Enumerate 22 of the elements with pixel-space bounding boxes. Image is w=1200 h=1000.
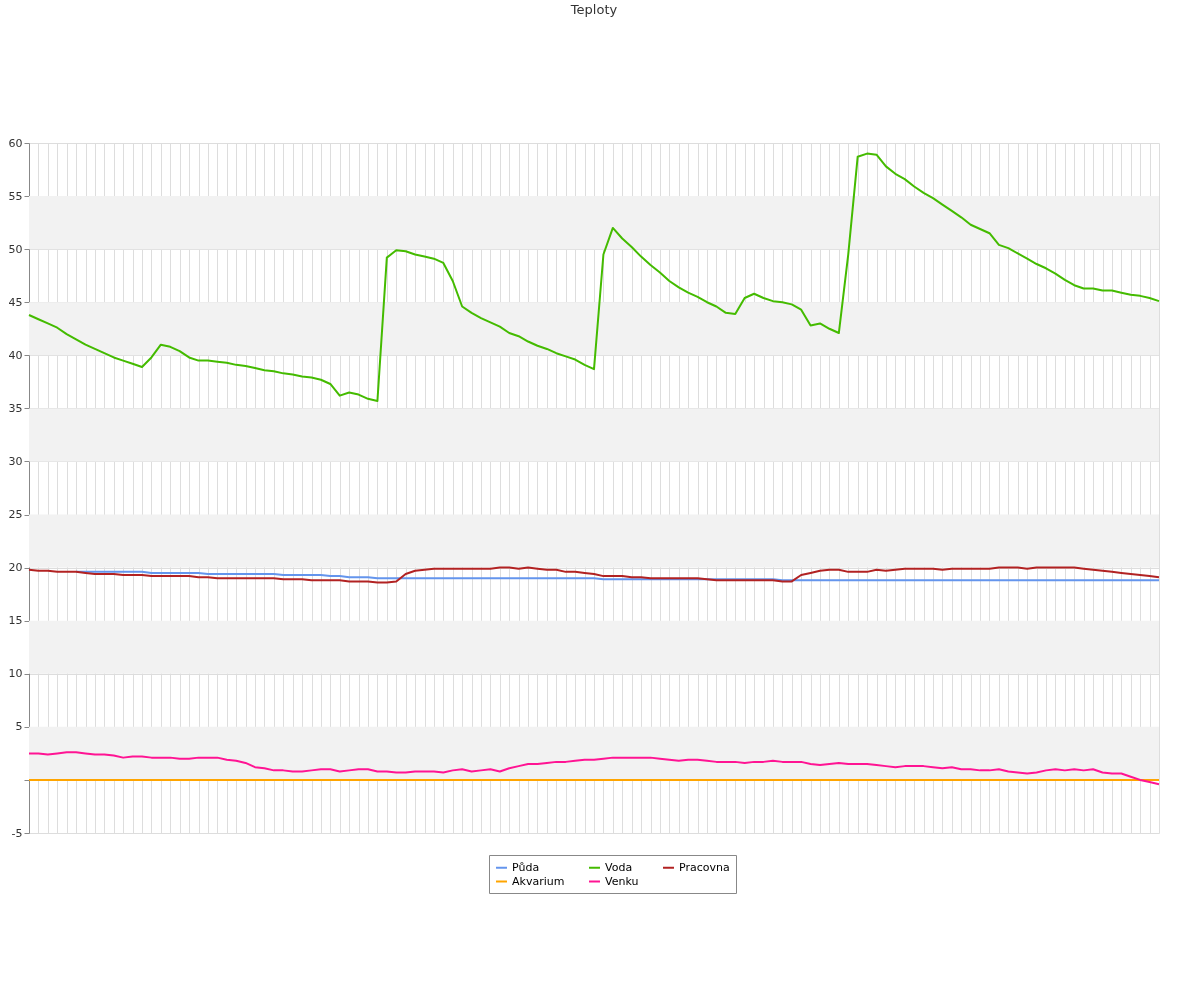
y-tick-label: 5	[15, 720, 23, 734]
line-series	[28, 566, 1160, 584]
y-tick-label: 35	[8, 401, 23, 415]
legend-label: Pracovna	[679, 860, 730, 874]
legend-label: Půda	[512, 860, 540, 874]
legend-label: Venku	[605, 874, 639, 888]
y-tick-label: 50	[8, 242, 23, 256]
y-tick-label: 10	[8, 667, 23, 681]
chart-title: Teploty	[569, 2, 618, 17]
y-tick-label: 30	[8, 454, 23, 468]
y-tick-label: 40	[8, 348, 23, 362]
y-tick-label: 25	[8, 508, 23, 522]
y-tick-label: 20	[8, 561, 23, 575]
legend-label: Voda	[605, 860, 633, 874]
line-series	[28, 751, 1160, 786]
line-series	[28, 152, 1160, 402]
legend-label: Akvarium	[512, 874, 565, 888]
y-tick-label: 45	[8, 295, 23, 309]
y-tick-label: 15	[8, 614, 23, 628]
y-tick-label: -5	[11, 826, 23, 840]
y-tick-label: 60	[8, 136, 23, 150]
y-tick-label: 55	[8, 189, 23, 203]
